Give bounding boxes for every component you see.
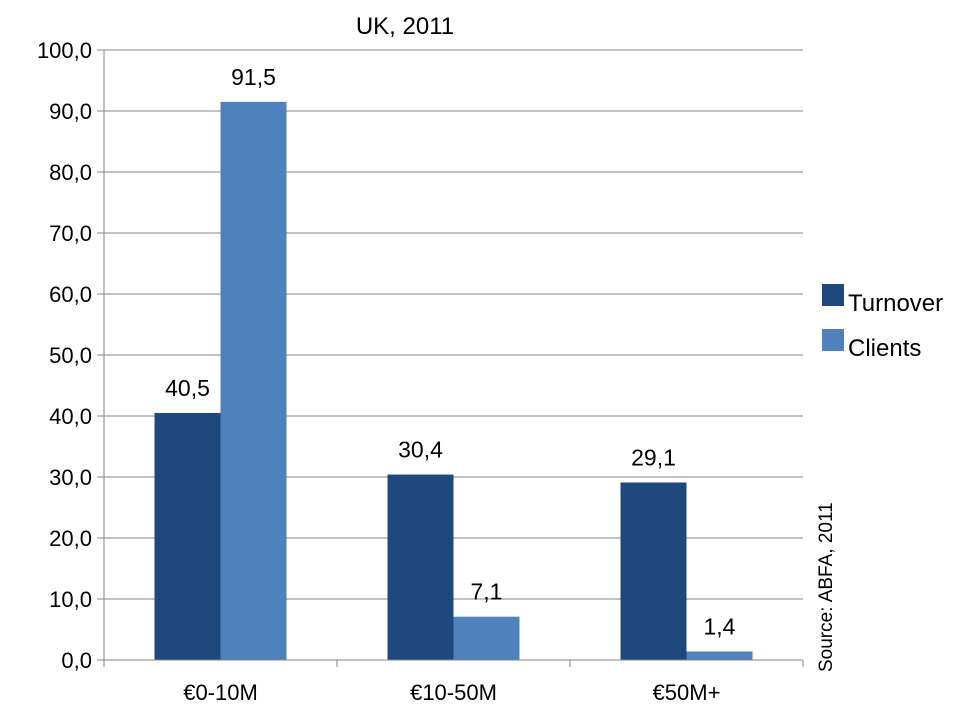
bars bbox=[154, 101, 753, 661]
x-tick-label: €0-10M bbox=[183, 680, 258, 705]
legend-swatch-clients bbox=[822, 329, 844, 351]
bar-turnover bbox=[154, 412, 221, 660]
x-axis-ticks: €0-10M €10-50M €50M+ bbox=[103, 660, 804, 705]
y-tick-label: 30,0 bbox=[49, 465, 92, 490]
y-tick-label: 10,0 bbox=[49, 587, 92, 612]
legend-swatch-turnover bbox=[822, 284, 844, 306]
y-tick-label: 60,0 bbox=[49, 282, 92, 307]
data-label: 7,1 bbox=[471, 579, 503, 605]
y-tick-label: 100,0 bbox=[37, 38, 92, 63]
bar-turnover bbox=[387, 474, 454, 660]
data-label: 1,4 bbox=[704, 613, 736, 639]
y-axis-ticks: 0,0 10,0 20,0 30,0 40,0 50,0 60,0 70,0 80,0 90,0 1… bbox=[37, 38, 104, 673]
x-tick-label: €10-50M bbox=[410, 680, 497, 705]
data-label: 29,1 bbox=[631, 444, 676, 470]
data-label: 40,5 bbox=[165, 375, 210, 401]
data-label: 30,4 bbox=[398, 437, 443, 463]
y-tick-label: 20,0 bbox=[49, 526, 92, 551]
legend-label: Turnover bbox=[848, 290, 943, 317]
legend: Turnover Clients bbox=[822, 284, 943, 362]
y-tick-label: 40,0 bbox=[49, 404, 92, 429]
data-label: 91,5 bbox=[231, 64, 276, 90]
y-tick-label: 70,0 bbox=[49, 221, 92, 246]
bar-clients bbox=[686, 651, 753, 660]
data-labels: 40,5 30,4 29,1 91,5 7,1 1,4 bbox=[165, 64, 736, 640]
y-tick-label: 80,0 bbox=[49, 160, 92, 185]
source-note: Source: ABFA, 2011 bbox=[816, 502, 837, 672]
chart-title: UK, 2011 bbox=[356, 13, 454, 40]
bar-clients bbox=[220, 101, 287, 661]
bar-turnover bbox=[620, 482, 687, 660]
bar-clients bbox=[453, 616, 520, 660]
y-tick-label: 50,0 bbox=[49, 343, 92, 368]
y-tick-label: 0,0 bbox=[61, 648, 92, 673]
y-tick-label: 90,0 bbox=[49, 99, 92, 124]
x-tick-label: €50M+ bbox=[653, 680, 721, 705]
legend-label: Clients bbox=[848, 335, 921, 362]
